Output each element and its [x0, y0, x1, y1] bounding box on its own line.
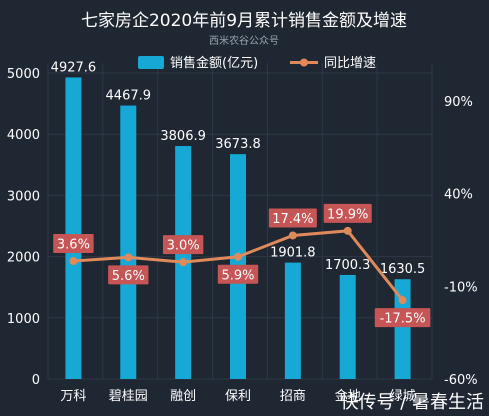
x-tick-label: 万科 — [60, 389, 86, 404]
rate-label: 17.4% — [272, 212, 313, 227]
bar-value-label: 3673.8 — [215, 137, 261, 152]
y-right-tick-label: -60% — [444, 373, 478, 388]
rate-label: 3.6% — [57, 238, 90, 253]
growth-point-5 — [343, 226, 352, 235]
rate-label-box — [268, 208, 317, 228]
bar-value-label: 3806.9 — [160, 129, 206, 144]
legend-line-marker — [300, 58, 308, 67]
rate-label-box — [53, 234, 94, 254]
bar-6 — [394, 279, 411, 379]
rate-label: 5.6% — [112, 269, 145, 284]
bar-series — [65, 77, 411, 380]
bar-value-label: 1700.3 — [325, 258, 371, 273]
rate-label-box — [162, 235, 204, 255]
y-left-tick-label: 0 — [32, 373, 40, 388]
growth-point-4 — [288, 231, 297, 240]
growth-point-6 — [398, 296, 407, 305]
rate-labels: 3.6% 5.6% 3.0% 5.9% 17.4% 19.9% -17.5% — [53, 203, 431, 328]
legend-bar-swatch — [138, 56, 164, 69]
bar-value-label: 1901.8 — [270, 246, 316, 261]
y-left-tick-label: 2000 — [7, 251, 40, 266]
x-tick-label: 保利 — [225, 389, 251, 404]
watermark-text: 快传号 / 暑春生活 — [340, 392, 484, 413]
y-right-tick-label: 40% — [444, 188, 473, 203]
rate-label: 5.9% — [221, 268, 254, 283]
rate-label-box — [323, 203, 372, 223]
bar-value-label: 4927.6 — [51, 60, 97, 75]
legend-bar-label: 销售金额(亿元) — [170, 55, 258, 71]
bar-5 — [339, 274, 356, 379]
bar-0 — [65, 77, 82, 379]
growth-point-1 — [124, 253, 133, 262]
growth-point-3 — [234, 252, 242, 261]
rate-label: -17.5% — [380, 312, 426, 327]
chart-title: 七家房企2020年前9月累计销售金额及增速 — [81, 11, 407, 31]
bar-1 — [120, 105, 137, 380]
y-axis-right: -60% -10% 40% 90% — [444, 95, 478, 388]
y-right-tick-label: -10% — [444, 280, 478, 295]
bar-value-label: 1630.5 — [380, 262, 426, 277]
x-tick-label: 绿城 — [390, 389, 416, 404]
rate-label-box — [217, 264, 259, 284]
y-axis-left: 0 1000 2000 3000 4000 5000 — [7, 67, 40, 388]
rate-label: 19.9% — [327, 207, 368, 222]
x-axis: 万科 碧桂园 融创 保利 招商 金地 绿城 — [60, 388, 415, 404]
x-tick-label: 金地 — [335, 388, 361, 404]
x-tick-label: 招商 — [280, 389, 306, 404]
bar-value-label: 4467.9 — [106, 89, 152, 104]
bar-4 — [284, 262, 301, 379]
y-right-tick-label: 90% — [444, 95, 473, 110]
rate-label-box — [108, 265, 149, 285]
legend: 销售金额(亿元) 同比增速 — [138, 55, 376, 71]
x-tick-label: 融创 — [170, 389, 196, 404]
rate-label-box — [374, 308, 431, 328]
y-left-tick-label: 3000 — [7, 189, 40, 204]
x-tick-label: 碧桂园 — [109, 389, 148, 404]
line-series — [69, 226, 407, 305]
rate-label: 3.0% — [167, 239, 200, 254]
y-left-tick-label: 5000 — [7, 67, 40, 82]
growth-point-0 — [69, 257, 78, 266]
bar-value-labels: 4927.6 4467.9 3806.9 3673.8 1901.8 1700.3 1630… — [51, 60, 426, 277]
y-left-tick-label: 4000 — [7, 128, 40, 143]
legend-line-label: 同比增速 — [324, 56, 376, 71]
chart-subtitle: 西米农谷公众号 — [209, 34, 279, 47]
y-left-tick-label: 1000 — [7, 312, 40, 327]
growth-point-2 — [179, 258, 188, 267]
